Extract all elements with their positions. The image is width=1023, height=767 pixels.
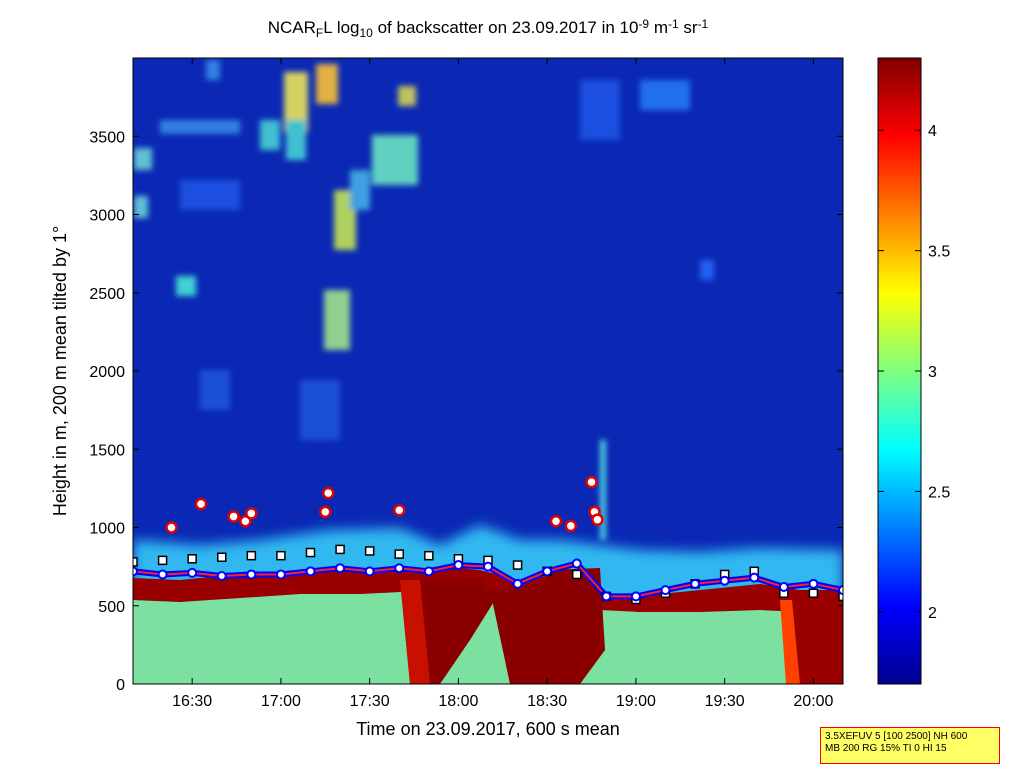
x-tick-label: 19:00 bbox=[616, 693, 656, 710]
mixing-layer-marker bbox=[601, 591, 612, 602]
cloud-base-marker bbox=[319, 505, 332, 519]
mixing-layer-marker bbox=[690, 578, 701, 589]
chart-title: NCARFL log10 of backscatter on 23.09.201… bbox=[268, 17, 709, 39]
cloud-base-marker bbox=[165, 521, 178, 534]
mixing-layer-marker bbox=[778, 581, 789, 592]
mixing-layer-marker bbox=[808, 578, 819, 589]
mixing-layer-marker bbox=[542, 566, 553, 577]
cloud-base-marker bbox=[393, 504, 406, 517]
aerosol-layer bbox=[133, 566, 843, 612]
aerosol-top-marker bbox=[335, 544, 345, 555]
x-tick-label: 16:30 bbox=[172, 693, 212, 710]
mixing-layer-marker bbox=[749, 572, 760, 583]
aerosol-top-marker bbox=[572, 569, 582, 580]
info-line-2: MB 200 RG 15% TI 0 HI 15 bbox=[825, 743, 947, 754]
x-axis-label: Time on 23.09.2017, 600 s mean bbox=[356, 719, 620, 739]
mixing-layer-marker bbox=[394, 563, 405, 574]
mixing-layer-marker bbox=[246, 569, 257, 580]
aerosol-top-marker bbox=[133, 557, 138, 567]
mixing-layer-marker bbox=[630, 591, 641, 602]
cloud-base-marker bbox=[239, 514, 252, 528]
cloud-base-marker bbox=[585, 475, 598, 489]
mixing-layer-marker bbox=[364, 566, 375, 577]
aerosol-top-marker bbox=[246, 550, 257, 561]
colorbar-ticks: 2 2.5 3 3.5 4 bbox=[878, 123, 950, 622]
mixing-layer-marker bbox=[275, 569, 286, 580]
convective-plumes bbox=[400, 568, 843, 684]
colorbar: 2 2.5 3 3.5 4 bbox=[877, 57, 950, 685]
mixing-layer-marker bbox=[157, 569, 168, 580]
y-tick-label: 1000 bbox=[89, 521, 125, 538]
x-tick-label: 18:30 bbox=[527, 693, 567, 710]
aerosol-top-marker bbox=[808, 588, 819, 598]
x-tick-label: 18:00 bbox=[438, 693, 478, 710]
x-axis: 16:30 17:00 17:30 18:00 18:30 19:00 19:30 20:00 bbox=[172, 58, 834, 710]
cloud-base-marker bbox=[564, 519, 578, 533]
cloud-base-marker bbox=[322, 486, 335, 500]
aerosol-top-marker bbox=[424, 550, 434, 561]
cloud-base-marker bbox=[591, 513, 604, 526]
y-tick-label: 3500 bbox=[89, 129, 125, 146]
y-tick-label: 0 bbox=[116, 677, 125, 694]
colorbar-gradient bbox=[877, 57, 922, 685]
aerosol-top-marker bbox=[838, 591, 843, 602]
mixing-layer-marker bbox=[571, 558, 582, 569]
x-tick-label: 20:00 bbox=[793, 693, 833, 710]
aerosol-top-marker bbox=[157, 555, 168, 566]
aerosol-top-marker bbox=[217, 552, 227, 562]
x-tick-label: 17:30 bbox=[350, 693, 390, 710]
aerosol-top-marker bbox=[512, 560, 523, 570]
cloud-base-marker bbox=[194, 497, 208, 511]
colorbar-tick-label: 2 bbox=[928, 605, 937, 622]
mixing-layer-marker bbox=[335, 563, 346, 574]
x-tick-label: 17:00 bbox=[261, 693, 301, 710]
mixing-layer-marker bbox=[187, 567, 198, 578]
mixing-layer-marker bbox=[838, 585, 843, 596]
mixing-layer-marker bbox=[453, 560, 464, 571]
boundary-layer-fill bbox=[133, 592, 843, 684]
mixing-layer-marker bbox=[660, 585, 671, 596]
y-axis: 0 500 1000 1500 2000 2500 3000 3500 bbox=[89, 129, 843, 694]
upper-aerosol-features bbox=[134, 60, 714, 540]
mixing-layer-marker bbox=[512, 578, 523, 589]
cloud-base-marker bbox=[227, 510, 240, 523]
y-axis-label: Height in m, 200 m mean tilted by 1° bbox=[50, 226, 70, 516]
mixing-layer-marker bbox=[216, 571, 227, 582]
colorbar-tick-label: 3 bbox=[928, 364, 937, 381]
cloud-base-marker bbox=[245, 507, 258, 520]
y-tick-label: 500 bbox=[98, 599, 125, 616]
cloud-base-marker bbox=[549, 514, 563, 528]
aerosol-top-marker bbox=[276, 550, 286, 561]
processing-info-box: 3.5XEFUV 5 [100 2500] NH 600 MB 200 RG 1… bbox=[820, 727, 1000, 764]
mixing-layer-marker bbox=[305, 566, 316, 577]
aerosol-top-marker bbox=[364, 546, 375, 556]
aerosol-top-marker bbox=[187, 554, 197, 564]
y-tick-label: 1500 bbox=[89, 442, 125, 459]
y-tick-label: 2500 bbox=[89, 286, 125, 303]
aerosol-top-marker bbox=[305, 547, 316, 558]
info-line-1: 3.5XEFUV 5 [100 2500] NH 600 bbox=[825, 731, 968, 742]
colorbar-tick-label: 3.5 bbox=[928, 244, 950, 261]
y-tick-label: 3000 bbox=[89, 208, 125, 225]
colorbar-tick-label: 4 bbox=[928, 123, 937, 140]
y-tick-label: 2000 bbox=[89, 364, 125, 381]
mixing-layer-marker bbox=[423, 566, 434, 577]
cloud-base-markers bbox=[133, 475, 843, 602]
x-tick-label: 19:30 bbox=[705, 693, 745, 710]
mixing-layer-marker bbox=[719, 575, 730, 586]
mixing-layer-marker bbox=[483, 561, 493, 572]
plot-area bbox=[133, 58, 843, 684]
aerosol-top-marker bbox=[394, 549, 404, 559]
mixing-layer-marker bbox=[133, 566, 138, 577]
colorbar-tick-label: 2.5 bbox=[928, 484, 950, 501]
